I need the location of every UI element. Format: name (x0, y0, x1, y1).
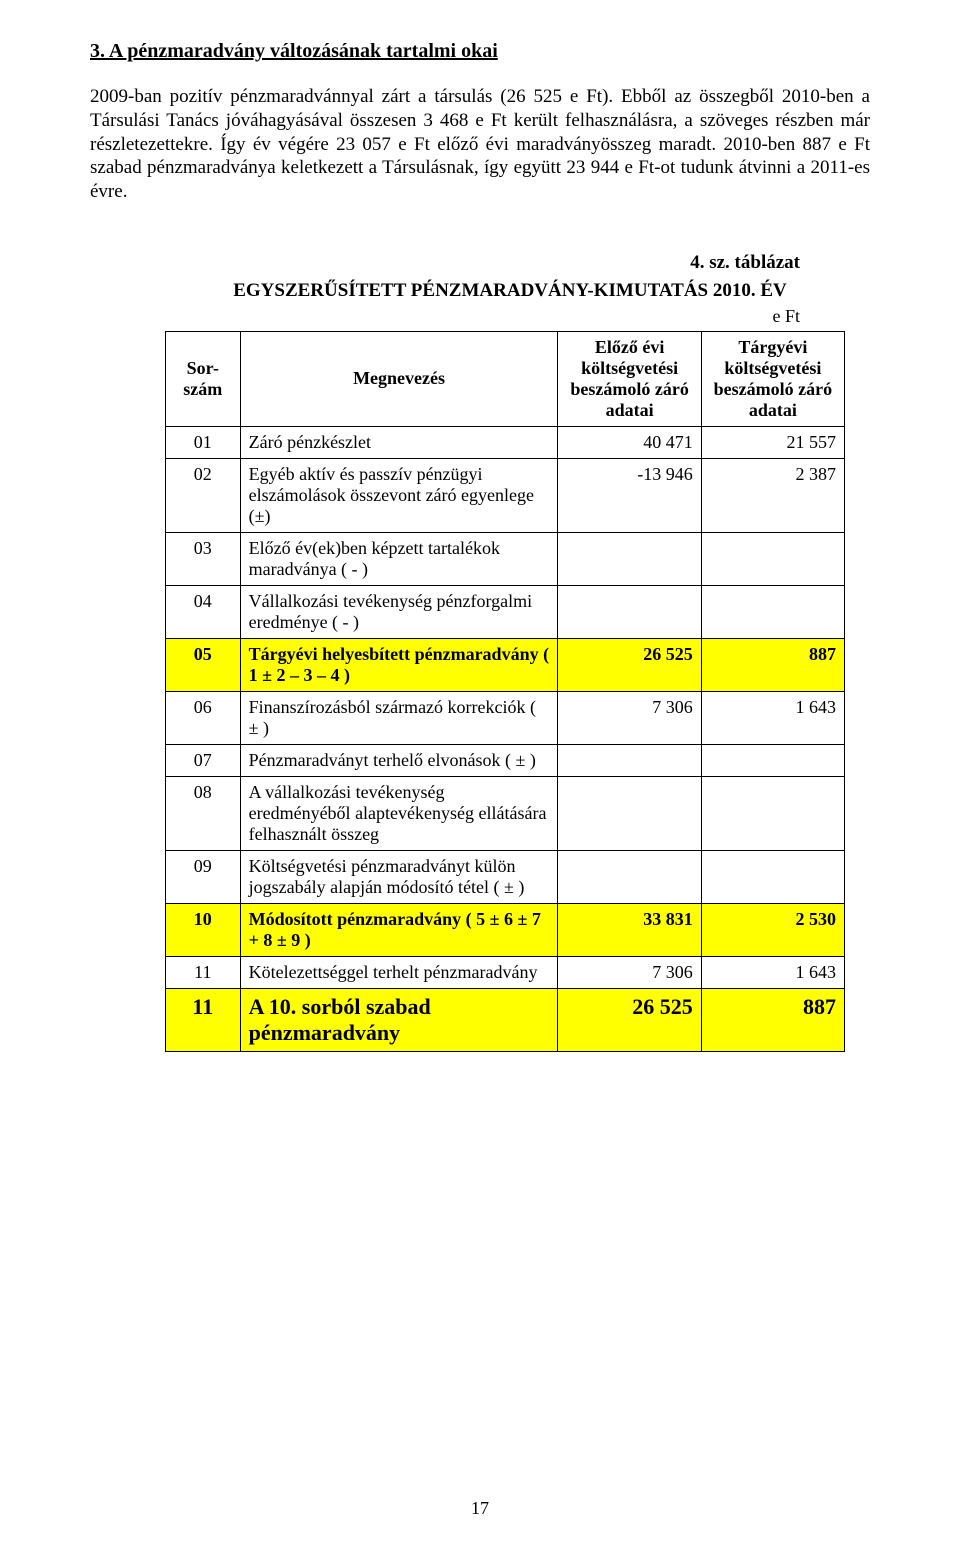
th-elozo: Előző évi költségvetési beszámoló záró a… (558, 331, 701, 426)
cell-elozo: 26 525 (558, 988, 701, 1051)
cell-megnevezes: Egyéb aktív és passzív pénzügyi elszámol… (240, 458, 558, 532)
cell-sorszam: 04 (166, 585, 241, 638)
cell-megnevezes: Kötelezettséggel terhelt pénzmaradvány (240, 956, 558, 988)
cell-sorszam: 02 (166, 458, 241, 532)
cell-elozo (558, 850, 701, 903)
cell-targy (701, 776, 844, 850)
cell-sorszam: 08 (166, 776, 241, 850)
cell-megnevezes: A 10. sorból szabad pénzmaradvány (240, 988, 558, 1051)
table-row: 05Tárgyévi helyesbített pénzmaradvány ( … (166, 638, 845, 691)
cell-elozo: 40 471 (558, 426, 701, 458)
cell-targy: 2 530 (701, 903, 844, 956)
table-row: 06Finanszírozásból származó korrekciók (… (166, 691, 845, 744)
table-title: EGYSZERŰSÍTETT PÉNZMARADVÁNY-KIMUTATÁS 2… (90, 280, 870, 302)
cell-targy (701, 850, 844, 903)
table-unit-label: e Ft (90, 306, 870, 327)
th-targy: Tárgyévi költségvetési beszámoló záró ad… (701, 331, 844, 426)
table-row: 10Módosított pénzmaradvány ( 5 ± 6 ± 7 +… (166, 903, 845, 956)
cell-megnevezes: Tárgyévi helyesbített pénzmaradvány ( 1 … (240, 638, 558, 691)
cell-megnevezes: Vállalkozási tevékenység pénzforgalmi er… (240, 585, 558, 638)
cell-elozo (558, 585, 701, 638)
penzmaradvany-table: Sor-szám Megnevezés Előző évi költségvet… (165, 331, 845, 1052)
cell-megnevezes: Előző év(ek)ben képzett tartalékok marad… (240, 532, 558, 585)
cell-elozo (558, 776, 701, 850)
cell-megnevezes: A vállalkozási tevékenység eredményéből … (240, 776, 558, 850)
cell-sorszam: 06 (166, 691, 241, 744)
cell-elozo (558, 532, 701, 585)
table-row: 09Költségvetési pénzmaradványt külön jog… (166, 850, 845, 903)
page-number: 17 (0, 1498, 960, 1519)
cell-targy: 1 643 (701, 691, 844, 744)
cell-targy: 887 (701, 638, 844, 691)
table-row: 01Záró pénzkészlet40 47121 557 (166, 426, 845, 458)
table-row: 03Előző év(ek)ben képzett tartalékok mar… (166, 532, 845, 585)
cell-sorszam: 10 (166, 903, 241, 956)
cell-megnevezes: Finanszírozásból származó korrekciók ( ±… (240, 691, 558, 744)
table-row: 08A vállalkozási tevékenység eredményébő… (166, 776, 845, 850)
table-row: 02Egyéb aktív és passzív pénzügyi elszám… (166, 458, 845, 532)
cell-targy (701, 585, 844, 638)
cell-targy (701, 744, 844, 776)
cell-elozo (558, 744, 701, 776)
table-header-row: Sor-szám Megnevezés Előző évi költségvet… (166, 331, 845, 426)
cell-megnevezes: Záró pénzkészlet (240, 426, 558, 458)
cell-elozo: 7 306 (558, 956, 701, 988)
cell-targy: 1 643 (701, 956, 844, 988)
cell-megnevezes: Költségvetési pénzmaradványt külön jogsz… (240, 850, 558, 903)
cell-sorszam: 07 (166, 744, 241, 776)
cell-targy: 2 387 (701, 458, 844, 532)
table-row: 04Vállalkozási tevékenység pénzforgalmi … (166, 585, 845, 638)
cell-elozo: -13 946 (558, 458, 701, 532)
cell-sorszam: 03 (166, 532, 241, 585)
table-row: 11Kötelezettséggel terhelt pénzmaradvány… (166, 956, 845, 988)
cell-targy: 887 (701, 988, 844, 1051)
cell-elozo: 26 525 (558, 638, 701, 691)
cell-sorszam: 11 (166, 988, 241, 1051)
cell-targy: 21 557 (701, 426, 844, 458)
cell-elozo: 7 306 (558, 691, 701, 744)
table-wrap: Sor-szám Megnevezés Előző évi költségvet… (90, 331, 870, 1052)
cell-megnevezes: Módosított pénzmaradvány ( 5 ± 6 ± 7 + 8… (240, 903, 558, 956)
table-caption-number: 4. sz. táblázat (90, 252, 870, 274)
cell-targy (701, 532, 844, 585)
cell-sorszam: 11 (166, 956, 241, 988)
table-body: 01Záró pénzkészlet40 47121 55702Egyéb ak… (166, 426, 845, 1051)
page: 3. A pénzmaradvány változásának tartalmi… (0, 0, 960, 1543)
cell-sorszam: 09 (166, 850, 241, 903)
cell-sorszam: 01 (166, 426, 241, 458)
cell-megnevezes: Pénzmaradványt terhelő elvonások ( ± ) (240, 744, 558, 776)
paragraph-1: 2009-ban pozitív pénzmaradvánnyal zárt a… (90, 85, 870, 204)
table-row: 11A 10. sorból szabad pénzmaradvány26 52… (166, 988, 845, 1051)
cell-elozo: 33 831 (558, 903, 701, 956)
section-title: 3. A pénzmaradvány változásának tartalmi… (90, 40, 870, 63)
th-sorszam: Sor-szám (166, 331, 241, 426)
table-row: 07Pénzmaradványt terhelő elvonások ( ± ) (166, 744, 845, 776)
cell-sorszam: 05 (166, 638, 241, 691)
th-megnevezes: Megnevezés (240, 331, 558, 426)
